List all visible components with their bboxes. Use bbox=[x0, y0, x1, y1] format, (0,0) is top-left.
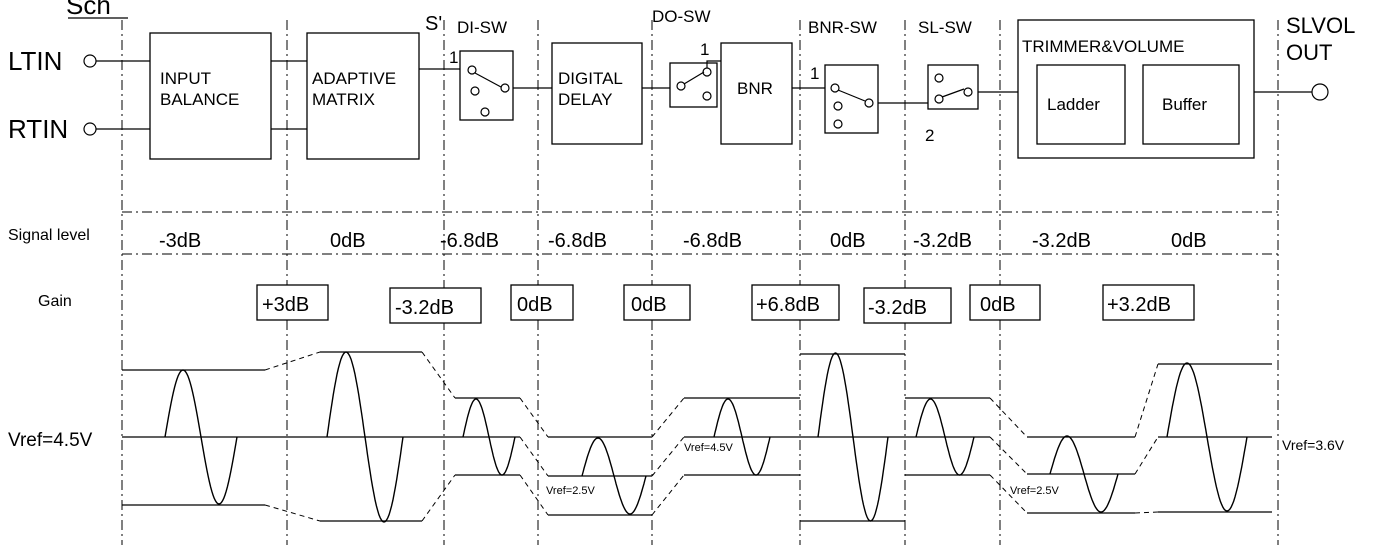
signal-level-value: -6.8dB bbox=[683, 230, 742, 252]
signal-level-value: -3.2dB bbox=[1032, 230, 1091, 252]
sine-wave-9 bbox=[1166, 362, 1248, 512]
signal-level-value: 0dB bbox=[330, 230, 366, 252]
ladder-label: Ladder bbox=[1047, 95, 1100, 114]
gain-value: +3.2dB bbox=[1107, 294, 1171, 316]
sl-sw-switch bbox=[927, 64, 979, 110]
sine-wave-7 bbox=[915, 398, 975, 476]
gain-value: 0dB bbox=[980, 294, 1016, 316]
signal-level-row: Signal level -3dB 0dB -6.8dB -6.8dB -6.8… bbox=[8, 211, 1278, 255]
gain-box bbox=[969, 284, 1041, 321]
signal-level-value: 0dB bbox=[830, 230, 866, 252]
vref-right-label: Vref=3.6V bbox=[1282, 437, 1345, 453]
gain-value: +6.8dB bbox=[756, 294, 820, 316]
digital-delay-block bbox=[551, 42, 643, 145]
waveform-area: Vref=4.5V Vref=2.5V Vref=4.5V Vref=2.5V … bbox=[8, 351, 1345, 523]
pin-1-do: 1 bbox=[700, 40, 709, 59]
pin-1-di: 1 bbox=[449, 48, 458, 67]
sine-wave-8 bbox=[1049, 435, 1119, 513]
adaptive-matrix-block bbox=[306, 32, 420, 160]
input-balance-line2: BALANCE bbox=[160, 90, 239, 109]
input-balance-block bbox=[149, 32, 272, 160]
sine-wave-2 bbox=[326, 351, 404, 523]
pin-2-sl: 2 bbox=[925, 126, 934, 145]
input-right-label: RTIN bbox=[8, 114, 68, 144]
channel-label: Sch bbox=[66, 0, 111, 20]
gain-box bbox=[510, 284, 574, 321]
input-balance-line1: INPUT bbox=[160, 69, 211, 88]
signal-level-label: Signal level bbox=[8, 227, 90, 244]
sine-wave-3 bbox=[462, 398, 516, 476]
gain-box bbox=[256, 284, 329, 321]
gain-box bbox=[389, 287, 482, 324]
signal-level-value: -3.2dB bbox=[913, 230, 972, 252]
buffer-label: Buffer bbox=[1162, 95, 1207, 114]
s-prime-label: S' bbox=[425, 13, 442, 35]
sine-wave-4 bbox=[581, 437, 647, 515]
pin-1-bnr: 1 bbox=[810, 64, 819, 83]
sine-waves bbox=[164, 351, 1248, 523]
gain-box bbox=[863, 287, 952, 324]
gain-box bbox=[1102, 284, 1195, 321]
digital-delay-line2: DELAY bbox=[558, 90, 613, 109]
bnr-sw-label: BNR-SW bbox=[808, 18, 877, 37]
sine-wave-5 bbox=[713, 398, 771, 476]
signal-level-value: 0dB bbox=[1171, 230, 1207, 252]
gain-value: -3.2dB bbox=[868, 297, 927, 319]
digital-delay-line1: DIGITAL bbox=[558, 69, 623, 88]
di-sw-label: DI-SW bbox=[457, 18, 507, 37]
ladder-block bbox=[1036, 64, 1126, 145]
gain-value: -3.2dB bbox=[395, 297, 454, 319]
do-sw-label: DO-SW bbox=[652, 7, 711, 26]
input-left-label: LTIN bbox=[8, 46, 62, 76]
output-label-line2: OUT bbox=[1286, 40, 1332, 65]
vref-left-label: Vref=4.5V bbox=[8, 430, 93, 451]
gain-row: Gain +3dB -3.2dB 0dB 0dB +6.8dB -3.2dB 0… bbox=[38, 284, 1195, 324]
sine-wave-6 bbox=[817, 352, 889, 522]
signal-level-value: -3dB bbox=[159, 230, 201, 252]
sl-sw-label: SL-SW bbox=[918, 18, 972, 37]
signal-level-value: -6.8dB bbox=[548, 230, 607, 252]
adaptive-matrix-line1: ADAPTIVE bbox=[312, 69, 396, 88]
gain-box bbox=[751, 284, 840, 321]
vref-bnr-label: Vref=4.5V bbox=[684, 442, 733, 454]
input-right-terminal bbox=[83, 122, 97, 136]
gain-box bbox=[623, 284, 691, 321]
gain-value: +3dB bbox=[262, 294, 309, 316]
block-schematic: Sch LTIN RTIN INPUT BALANCE ADAPTIVE MAT… bbox=[8, 0, 1355, 160]
vref-ladder-label: Vref=2.5V bbox=[1010, 485, 1059, 497]
input-left-terminal bbox=[83, 54, 97, 68]
stage-dividers bbox=[121, 20, 1279, 545]
output-terminal bbox=[1311, 83, 1329, 101]
buffer-block bbox=[1142, 64, 1240, 145]
vref-delay-label: Vref=2.5V bbox=[546, 485, 595, 497]
output-label-line1: SLVOL bbox=[1286, 13, 1355, 38]
sine-wave-1 bbox=[164, 369, 238, 505]
trimmer-volume-label: TRIMMER&VOLUME bbox=[1022, 37, 1184, 56]
adaptive-matrix-line2: MATRIX bbox=[312, 90, 375, 109]
di-sw-switch bbox=[459, 50, 514, 121]
bnr-label: BNR bbox=[737, 79, 773, 98]
gain-label: Gain bbox=[38, 293, 72, 310]
gain-value: 0dB bbox=[517, 294, 553, 316]
gain-value: 0dB bbox=[631, 294, 667, 316]
signal-level-value: -6.8dB bbox=[440, 230, 499, 252]
bnr-block bbox=[720, 42, 793, 145]
